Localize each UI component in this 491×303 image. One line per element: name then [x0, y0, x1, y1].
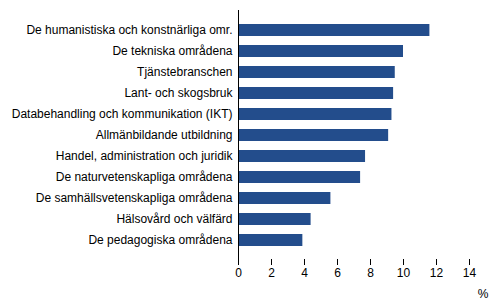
svg-text:De pedagogiska områdena: De pedagogiska områdena — [88, 233, 232, 247]
svg-text:Allmänbildande utbildning: Allmänbildande utbildning — [96, 128, 233, 142]
svg-text:8: 8 — [367, 266, 374, 280]
svg-text:12: 12 — [430, 266, 444, 280]
svg-text:Handel, administration och jur: Handel, administration och juridik — [56, 149, 234, 163]
svg-text:Hälsovård och välfärd: Hälsovård och välfärd — [116, 212, 232, 226]
svg-text:10: 10 — [397, 266, 411, 280]
svg-text:%: % — [478, 287, 489, 301]
svg-text:De humanistiska och konstnärli: De humanistiska och konstnärliga omr. — [26, 23, 232, 37]
svg-text:Lant- och skogsbruk: Lant- och skogsbruk — [124, 86, 233, 100]
svg-text:De naturvetenskapliga områdena: De naturvetenskapliga områdena — [56, 170, 233, 184]
svg-text:4: 4 — [301, 266, 308, 280]
svg-text:De samhällsvetenskapliga områd: De samhällsvetenskapliga områdena — [36, 191, 233, 205]
svg-text:Tjänstebranschen: Tjänstebranschen — [137, 65, 232, 79]
svg-text:2: 2 — [268, 266, 275, 280]
svg-text:Databehandling och kommunikati: Databehandling och kommunikation (IKT) — [12, 107, 233, 121]
svg-text:De tekniska områdena: De tekniska områdena — [112, 44, 232, 58]
svg-text:0: 0 — [235, 266, 242, 280]
svg-text:6: 6 — [334, 266, 341, 280]
svg-text:14: 14 — [463, 266, 477, 280]
